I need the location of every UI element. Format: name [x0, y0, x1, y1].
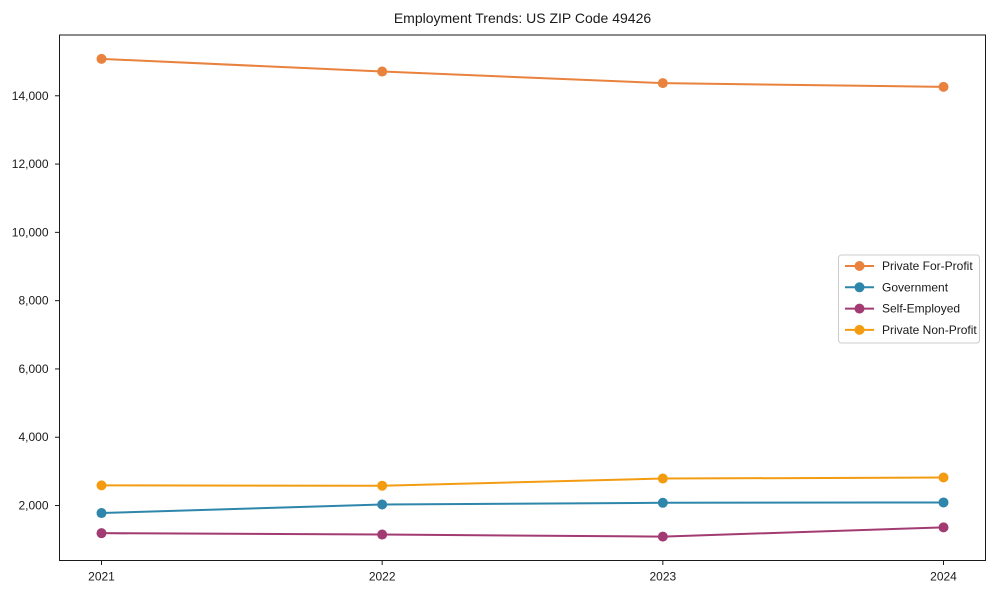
legend: Private For-Profit Government Self-Employe… [838, 254, 980, 344]
legend-item-private-for-profit: Private For-Profit [845, 259, 973, 273]
y-tick-label: 4,000 [18, 430, 48, 444]
x-tick-label-2021: 2021 [88, 570, 115, 584]
data-point-private-for-profit-2024 [938, 81, 949, 92]
y-tick-label: 12,000 [12, 157, 49, 171]
data-point-private-non-profit-2024 [938, 472, 949, 483]
legend-marker-icon [854, 303, 865, 314]
series-private-for-profit [96, 53, 949, 92]
legend-label: Self-Employed [882, 302, 960, 316]
data-point-private-for-profit-2023 [657, 78, 668, 89]
series-private-non-profit [96, 472, 949, 491]
data-point-government-2024 [938, 497, 949, 508]
series-line-self-employed [100, 526, 945, 538]
y-tick-label: 6,000 [18, 362, 48, 376]
legend-item-self-employed: Self-Employed [845, 302, 960, 316]
series-self-employed [96, 522, 949, 542]
x-tick-label-2022: 2022 [369, 570, 396, 584]
series-line-private-non-profit [100, 476, 945, 487]
data-point-private-for-profit-2022 [377, 66, 388, 77]
data-point-private-non-profit-2022 [377, 480, 388, 491]
legend-marker-icon [854, 324, 865, 335]
y-tick-label: 8,000 [18, 294, 48, 308]
data-point-government-2023 [657, 497, 668, 508]
series-line-private-for-profit [100, 57, 945, 88]
data-point-self-employed-2023 [657, 531, 668, 542]
data-point-self-employed-2024 [938, 522, 949, 533]
chart-title: Employment Trends: US ZIP Code 49426 [394, 10, 652, 26]
legend-label: Private Non-Profit [882, 323, 977, 337]
legend-item-government: Government [845, 280, 949, 294]
data-point-self-employed-2021 [96, 528, 107, 539]
legend-label: Government [882, 280, 949, 294]
legend-marker-icon [854, 261, 865, 271]
data-point-self-employed-2022 [377, 529, 388, 540]
data-point-private-non-profit-2021 [96, 480, 107, 491]
series-line-government [100, 501, 945, 515]
x-tick-label-2024: 2024 [930, 570, 957, 584]
data-point-private-non-profit-2023 [657, 473, 668, 484]
data-point-government-2022 [377, 499, 388, 510]
series-government [96, 497, 949, 519]
plot-area: 2,000 4,000 6,000 8,000 10,000 12,000 14,000 20… [12, 34, 986, 584]
y-tick-label: 14,000 [12, 89, 49, 103]
plot-frame [59, 34, 986, 561]
x-tick-label-2023: 2023 [649, 570, 676, 584]
data-point-private-for-profit-2021 [96, 53, 107, 64]
data-point-government-2021 [96, 508, 107, 519]
legend-label: Private For-Profit [882, 259, 973, 273]
y-tick-label: 2,000 [18, 499, 48, 513]
y-tick-label: 10,000 [12, 225, 49, 239]
legend-box [838, 254, 980, 344]
legend-item-private-non-profit: Private Non-Profit [845, 323, 977, 337]
legend-marker-icon [854, 282, 865, 293]
